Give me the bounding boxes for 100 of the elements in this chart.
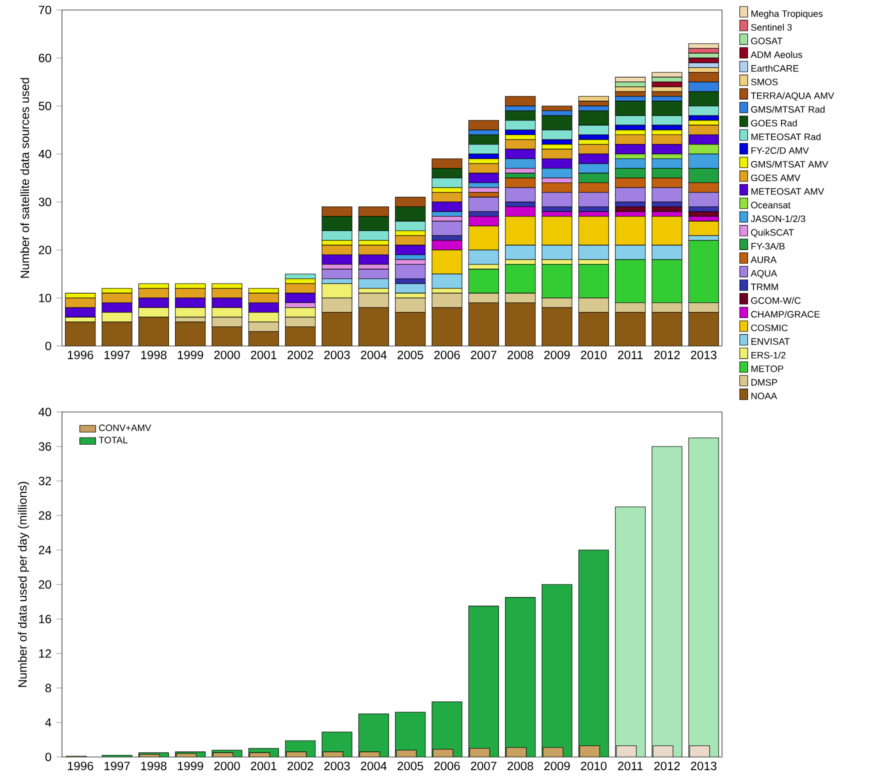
bar (248, 332, 279, 346)
x-tick-label: 2008 (508, 350, 534, 360)
x-tick-label: 2012 (654, 350, 680, 360)
y-tick-label: 36 (38, 442, 52, 451)
legend-label: DMSP (751, 379, 778, 386)
bar (505, 96, 536, 106)
bar (432, 308, 462, 346)
y-tick-label: 20 (38, 246, 52, 254)
x-tick-label: 1996 (68, 762, 94, 770)
bar (175, 322, 206, 346)
legend-label: ERS-1/2 (751, 352, 786, 358)
y-tick-label: 40 (38, 150, 52, 158)
bar (578, 96, 609, 102)
legend-label: AQUA (750, 270, 778, 278)
x-tick-label: 1998 (141, 350, 166, 360)
legend-label: AURA (750, 256, 777, 264)
y-tick-label: 60 (38, 54, 52, 62)
bar (688, 312, 719, 346)
x-tick-label: 2013 (690, 762, 716, 770)
bar (102, 322, 132, 346)
y-tick-label: 70 (38, 6, 52, 14)
bar (358, 308, 389, 346)
legend-label: GOES AMV (751, 174, 800, 182)
bar (395, 312, 426, 346)
x-tick-label: 2006 (434, 762, 460, 770)
bar (138, 317, 169, 346)
x-tick-label: 2003 (324, 350, 350, 360)
y-axis-title: Number of data used per day (millions) (18, 482, 30, 687)
bar (65, 322, 96, 346)
legend-label: TERRA/AQUA AMV (750, 92, 834, 101)
x-tick-label: 2001 (250, 350, 276, 360)
x-tick-label: 2005 (398, 350, 424, 360)
x-tick-label: 2009 (544, 762, 570, 770)
y-axis-title: Number of satellite data sources used (20, 78, 30, 278)
x-tick-label: 2000 (214, 762, 240, 770)
bar (542, 308, 572, 346)
bar (652, 312, 682, 346)
x-tick-label: 2009 (544, 350, 570, 360)
legend-label: ENVISAT (751, 338, 790, 345)
legend-label: CHAMP/GRACE (751, 310, 820, 318)
y-tick-label: 0 (45, 342, 52, 350)
bar (615, 312, 646, 346)
y-tick-label: 12 (39, 649, 51, 658)
y-tick-label: 30 (38, 198, 52, 206)
x-tick-label: 2004 (360, 350, 387, 360)
y-tick-label: 0 (45, 752, 52, 762)
bar (652, 72, 682, 78)
legend-label: GOSAT (751, 38, 782, 44)
legend-label: TOTAL (98, 436, 128, 444)
x-tick-label: 2008 (508, 762, 534, 770)
x-tick-label: 2001 (250, 762, 276, 770)
legend-label: METOP (751, 365, 784, 372)
x-tick-label: 2013 (690, 350, 716, 360)
y-tick-label: 16 (39, 614, 52, 624)
bar (542, 106, 572, 112)
x-tick-label: 1997 (104, 762, 130, 770)
legend-label: QuikSCAT (751, 228, 794, 238)
legend-label: NOAA (751, 392, 778, 400)
legend-label: FY-3A/B (751, 242, 785, 250)
x-tick-label: 2011 (618, 762, 643, 770)
bar (285, 326, 316, 346)
legend-label: METEOSAT AMV (751, 188, 824, 195)
legend-label: Megha Tropiques (751, 10, 823, 19)
bar (505, 302, 536, 346)
legend-label: ADM Aeolus (750, 51, 802, 58)
legend-label: METEOSAT Rad (751, 133, 820, 140)
legend-label: Oceansat (751, 202, 791, 208)
x-tick-label: 2006 (434, 350, 460, 360)
x-tick-label: 2007 (470, 350, 496, 360)
y-tick-label: 10 (39, 294, 52, 302)
legend-label: GMS/MTSAT AMV (751, 160, 828, 168)
legend-label: JASON-1/2/3 (750, 215, 806, 222)
x-tick-label: 2011 (618, 350, 643, 360)
legend-label: GMS/MTSAT Rad (751, 106, 825, 113)
y-tick-label: 40 (38, 408, 52, 416)
x-tick-label: 2010 (580, 350, 607, 360)
bar (468, 302, 499, 346)
legend-label: Sentinel 3 (751, 24, 792, 31)
x-tick-label: 2002 (288, 762, 314, 770)
x-tick-label: 1999 (178, 762, 204, 770)
bar (212, 326, 242, 346)
x-tick-label: 1998 (141, 762, 166, 770)
y-tick-label: 20 (38, 580, 52, 589)
legend-label: SMOS (751, 78, 778, 86)
bar (468, 120, 499, 130)
x-tick-label: 1997 (104, 350, 130, 360)
x-tick-label: 2012 (654, 762, 680, 770)
bar (322, 312, 352, 346)
legend-label: GCOM-W/C (751, 297, 801, 304)
legend-label: GOES Rad (751, 120, 797, 126)
y-tick-label: 28 (38, 511, 52, 520)
y-tick-label: 24 (38, 546, 52, 554)
x-tick-label: 2003 (324, 762, 350, 770)
bar (285, 274, 316, 280)
x-tick-label: 2004 (360, 762, 387, 770)
y-tick-label: 50 (38, 102, 52, 110)
legend-label: TRMM (750, 284, 778, 290)
y-tick-label: 32 (38, 476, 51, 486)
y-tick-label: 8 (45, 684, 52, 692)
x-tick-label: 2005 (398, 762, 424, 770)
